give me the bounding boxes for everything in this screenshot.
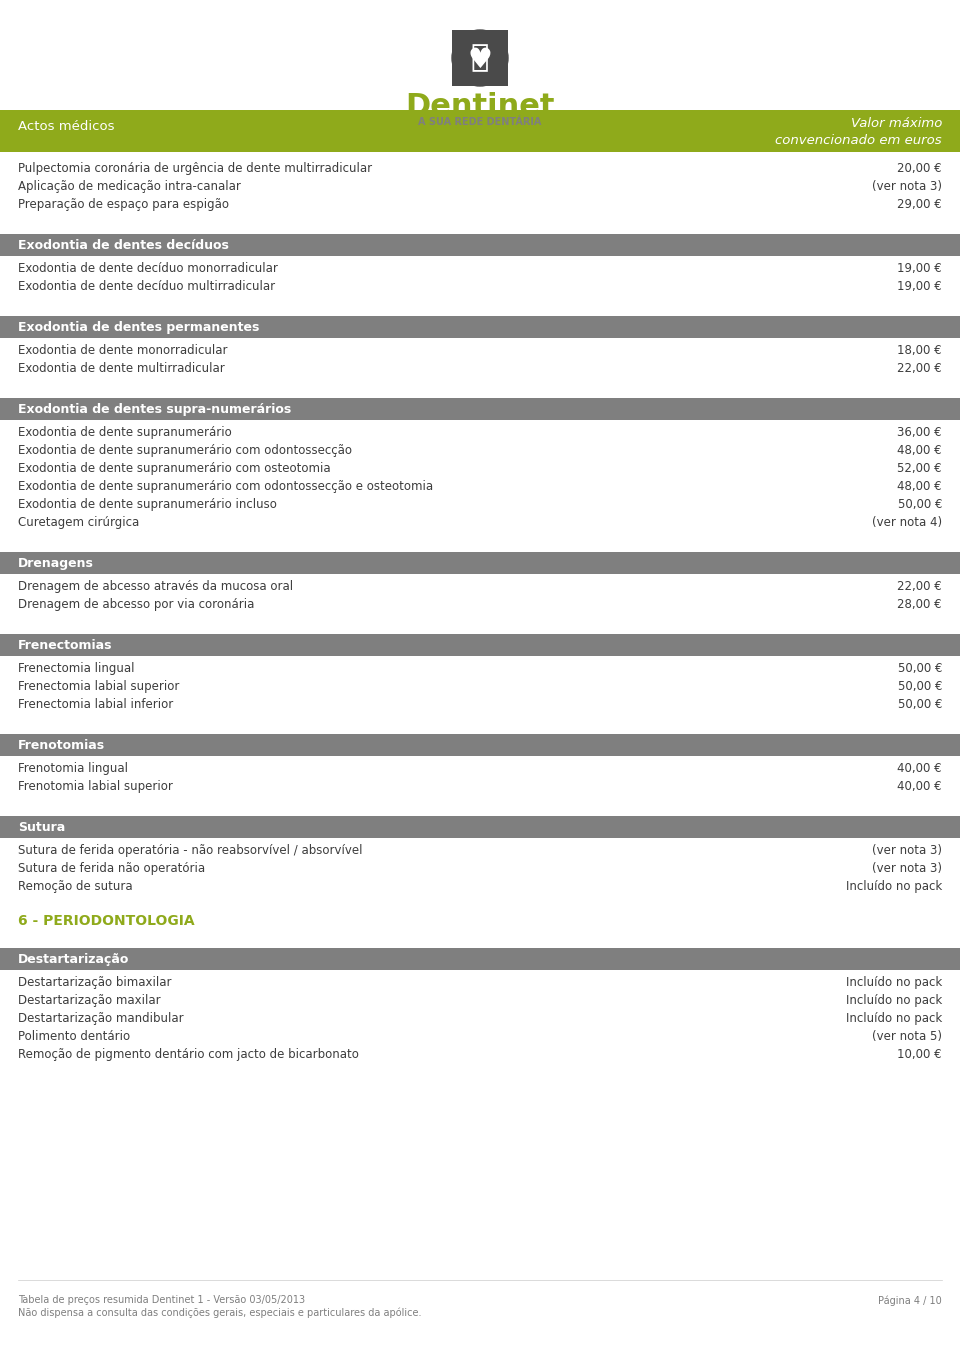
Text: 22,00 €: 22,00 € [898,581,942,593]
Text: 52,00 €: 52,00 € [898,462,942,475]
Text: Exodontia de dente supranumerário incluso: Exodontia de dente supranumerário inclus… [18,498,276,511]
Text: 40,00 €: 40,00 € [898,762,942,775]
Text: Não dispensa a consulta das condições gerais, especiais e particulares da apólic: Não dispensa a consulta das condições ge… [18,1308,421,1319]
Text: 19,00 €: 19,00 € [898,263,942,275]
Bar [0,397,960,420]
Text: 29,00 €: 29,00 € [898,198,942,211]
Text: 20,00 €: 20,00 € [898,162,942,175]
Bar [0,110,960,152]
Text: Destartarização mandibular: Destartarização mandibular [18,1012,183,1025]
Text: Frenectomia labial inferior: Frenectomia labial inferior [18,698,173,711]
Text: Polimento dentário: Polimento dentário [18,1030,131,1043]
Text: 50,00 €: 50,00 € [898,661,942,675]
Text: 40,00 €: 40,00 € [898,780,942,793]
Text: Dentinet: Dentinet [405,92,555,121]
Text: Frenectomia labial superior: Frenectomia labial superior [18,680,180,692]
Bar [452,30,508,86]
Text: Pulpectomia coronária de urgência de dente multirradicular: Pulpectomia coronária de urgência de den… [18,162,372,175]
Text: Drenagens: Drenagens [18,558,94,570]
Text: (ver nota 3): (ver nota 3) [872,862,942,876]
Text: 6 - PERIODONTOLOGIA: 6 - PERIODONTOLOGIA [18,915,195,928]
Text: Frenectomia lingual: Frenectomia lingual [18,661,134,675]
Text: 48,00 €: 48,00 € [898,480,942,493]
Text: Actos médicos: Actos médicos [18,120,114,133]
Text: convencionado em euros: convencionado em euros [776,133,942,147]
Text: Incluído no pack: Incluído no pack [846,994,942,1008]
Text: 50,00 €: 50,00 € [898,498,942,511]
Circle shape [452,30,508,86]
Text: Exodontia de dente decíduo monorradicular: Exodontia de dente decíduo monorradicula… [18,263,277,275]
Text: Valor máximo: Valor máximo [851,117,942,131]
Bar [0,948,960,970]
Text: Incluído no pack: Incluído no pack [846,977,942,989]
Text: Exodontia de dente monorradicular: Exodontia de dente monorradicular [18,343,228,357]
Text: Sutura de ferida operatória - não reabsorvível / absorvível: Sutura de ferida operatória - não reabso… [18,845,363,857]
Text: 36,00 €: 36,00 € [898,426,942,439]
Text: Preparação de espaço para espigão: Preparação de espaço para espigão [18,198,229,211]
Bar [0,234,960,256]
Text: 50,00 €: 50,00 € [898,680,942,692]
Text: Curetagem cirúrgica: Curetagem cirúrgica [18,516,139,529]
Text: Frenotomia labial superior: Frenotomia labial superior [18,780,173,793]
Bar [0,634,960,656]
Text: Exodontia de dentes permanentes: Exodontia de dentes permanentes [18,321,259,334]
Text: Exodontia de dente supranumerário: Exodontia de dente supranumerário [18,426,231,439]
Text: Destartarização: Destartarização [18,952,130,966]
Bar [0,552,960,574]
Text: 50,00 €: 50,00 € [898,698,942,711]
Text: A SUA REDE DENTÁRIA: A SUA REDE DENTÁRIA [419,117,541,127]
Bar [0,734,960,756]
Text: (ver nota 4): (ver nota 4) [872,516,942,529]
Text: 22,00 €: 22,00 € [898,362,942,374]
Text: Exodontia de dente supranumerário com odontossecção: Exodontia de dente supranumerário com od… [18,445,352,457]
Bar [0,317,960,338]
Text: 10,00 €: 10,00 € [898,1048,942,1061]
Text: Sutura: Sutura [18,822,65,834]
Text: (ver nota 3): (ver nota 3) [872,845,942,857]
Text: (ver nota 5): (ver nota 5) [872,1030,942,1043]
Text: Exodontia de dentes decíduos: Exodontia de dentes decíduos [18,238,228,252]
Text: Aplicação de medicação intra-canalar: Aplicação de medicação intra-canalar [18,180,241,193]
Text: (ver nota 3): (ver nota 3) [872,180,942,193]
Text: Destartarização bimaxilar: Destartarização bimaxilar [18,977,172,989]
Text: 48,00 €: 48,00 € [898,445,942,457]
Bar [0,816,960,838]
Text: Tabela de preços resumida Dentinet 1 - Versão 03/05/2013: Tabela de preços resumida Dentinet 1 - V… [18,1294,305,1305]
Text: Remoção de pigmento dentário com jacto de bicarbonato: Remoção de pigmento dentário com jacto d… [18,1048,359,1061]
Text: Exodontia de dente supranumerário com odontossecção e osteotomia: Exodontia de dente supranumerário com od… [18,480,433,493]
Text: 28,00 €: 28,00 € [898,598,942,612]
Text: Exodontia de dentes supra-numerários: Exodontia de dentes supra-numerários [18,403,291,416]
Text: Página 4 / 10: Página 4 / 10 [878,1294,942,1305]
Text: 18,00 €: 18,00 € [898,343,942,357]
Text: Exodontia de dente multirradicular: Exodontia de dente multirradicular [18,362,225,374]
Text: Exodontia de dente supranumerário com osteotomia: Exodontia de dente supranumerário com os… [18,462,330,475]
Text: Destartarização maxilar: Destartarização maxilar [18,994,160,1008]
Text: Incluído no pack: Incluído no pack [846,1012,942,1025]
Text: ♥: ♥ [468,46,492,74]
Text: Drenagem de abcesso por via coronária: Drenagem de abcesso por via coronária [18,598,254,612]
Text: Drenagem de abcesso através da mucosa oral: Drenagem de abcesso através da mucosa or… [18,581,293,593]
Text: Frenotomias: Frenotomias [18,740,106,752]
Text: Incluído no pack: Incluído no pack [846,880,942,893]
Text: 19,00 €: 19,00 € [898,280,942,294]
Text: Frenectomias: Frenectomias [18,638,112,652]
Text: Frenotomia lingual: Frenotomia lingual [18,762,128,775]
Text: Exodontia de dente decíduo multirradicular: Exodontia de dente decíduo multirradicul… [18,280,276,294]
Text: Sutura de ferida não operatória: Sutura de ferida não operatória [18,862,205,876]
Text: Remoção de sutura: Remoção de sutura [18,880,132,893]
Text: 🦷: 🦷 [470,43,490,73]
